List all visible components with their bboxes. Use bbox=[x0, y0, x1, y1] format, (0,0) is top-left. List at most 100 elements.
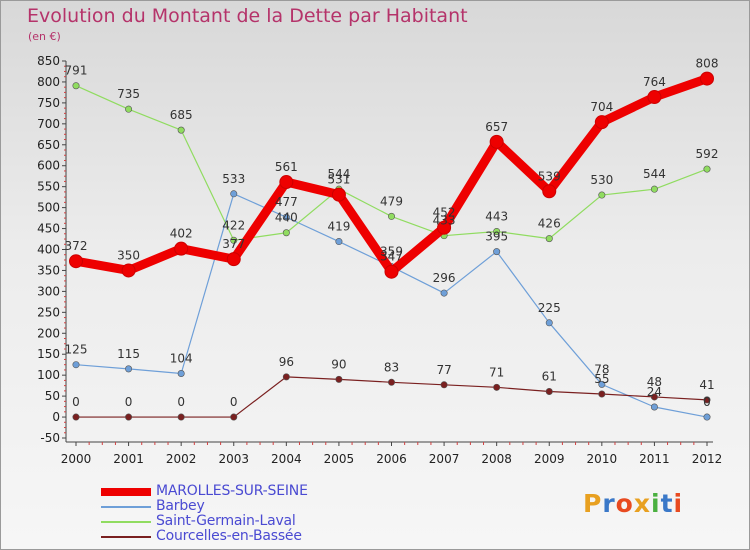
data-label: 544 bbox=[327, 167, 350, 181]
data-point bbox=[703, 165, 711, 173]
data-label: 0 bbox=[72, 395, 80, 409]
data-point bbox=[335, 375, 343, 383]
data-label: 61 bbox=[542, 370, 557, 384]
data-label: 561 bbox=[275, 160, 298, 174]
x-tick-label: 2001 bbox=[113, 452, 144, 466]
data-label: 104 bbox=[170, 351, 193, 365]
y-tick-label: 800 bbox=[37, 75, 60, 89]
data-point bbox=[72, 413, 80, 421]
data-label: 440 bbox=[275, 211, 298, 225]
data-label: 377 bbox=[222, 237, 245, 251]
data-label: 531 bbox=[327, 173, 350, 187]
logo-letter: x bbox=[633, 489, 651, 518]
data-point bbox=[598, 390, 606, 398]
logo-letter: o bbox=[615, 489, 634, 518]
data-label: 422 bbox=[222, 218, 245, 232]
data-label: 125 bbox=[65, 343, 88, 357]
data-label: 426 bbox=[538, 217, 561, 231]
data-point bbox=[650, 185, 658, 193]
x-tick-label: 2005 bbox=[324, 452, 355, 466]
data-point bbox=[282, 229, 290, 237]
data-point bbox=[598, 191, 606, 199]
x-tick-label: 2010 bbox=[587, 452, 618, 466]
data-point bbox=[331, 187, 346, 202]
data-point bbox=[226, 252, 241, 267]
data-point bbox=[594, 115, 609, 130]
data-point bbox=[703, 413, 711, 421]
data-point bbox=[177, 413, 185, 421]
y-tick-label: 400 bbox=[37, 243, 60, 257]
x-tick-label: 2011 bbox=[639, 452, 670, 466]
data-label: 225 bbox=[538, 301, 561, 315]
data-label: 78 bbox=[594, 362, 609, 376]
legend-swatch bbox=[101, 506, 151, 508]
data-point bbox=[542, 184, 557, 199]
data-point bbox=[121, 263, 136, 278]
x-tick-label: 2006 bbox=[376, 452, 407, 466]
data-point bbox=[387, 212, 395, 220]
data-point bbox=[650, 403, 658, 411]
data-point bbox=[489, 134, 504, 149]
data-label: 735 bbox=[117, 87, 140, 101]
data-label: 296 bbox=[433, 271, 456, 285]
legend-swatch bbox=[101, 521, 151, 523]
logo-letter: t bbox=[660, 489, 674, 518]
data-label: 530 bbox=[590, 173, 613, 187]
data-point bbox=[598, 380, 606, 388]
data-label: 419 bbox=[327, 220, 350, 234]
data-point bbox=[647, 90, 662, 105]
data-point bbox=[125, 413, 133, 421]
data-point bbox=[440, 381, 448, 389]
y-tick-label: 0 bbox=[52, 410, 60, 424]
y-tick-label: 650 bbox=[37, 138, 60, 152]
data-label: 477 bbox=[275, 195, 298, 209]
legend-swatch bbox=[101, 536, 151, 538]
data-point bbox=[230, 190, 238, 198]
data-point bbox=[545, 319, 553, 327]
data-label: 764 bbox=[643, 75, 666, 89]
data-label: 433 bbox=[433, 214, 456, 228]
logo-letter: i bbox=[673, 489, 684, 518]
data-point bbox=[72, 361, 80, 369]
x-tick-label: 2007 bbox=[429, 452, 460, 466]
data-point bbox=[279, 175, 294, 190]
data-label: 544 bbox=[643, 167, 666, 181]
chart-unit: (en €) bbox=[28, 30, 61, 43]
y-tick-label: 750 bbox=[37, 96, 60, 110]
data-point bbox=[650, 393, 658, 401]
data-label: 539 bbox=[538, 169, 561, 183]
data-label: 592 bbox=[696, 147, 719, 161]
data-point bbox=[384, 264, 399, 279]
y-tick-label: 850 bbox=[37, 54, 60, 68]
data-label: 443 bbox=[485, 209, 508, 223]
y-tick-label: 600 bbox=[37, 159, 60, 173]
data-label: 90 bbox=[331, 357, 346, 371]
data-label: 96 bbox=[279, 355, 294, 369]
data-label: 0 bbox=[230, 395, 238, 409]
data-point bbox=[282, 373, 290, 381]
x-tick-label: 2003 bbox=[218, 452, 249, 466]
data-point bbox=[282, 213, 290, 221]
data-label: 704 bbox=[590, 100, 613, 114]
x-tick-label: 2000 bbox=[61, 452, 92, 466]
data-point bbox=[493, 227, 501, 235]
legend-swatch bbox=[101, 488, 151, 496]
y-tick-label: 450 bbox=[37, 222, 60, 236]
y-tick-label: 50 bbox=[45, 389, 60, 403]
data-label: 0 bbox=[703, 395, 711, 409]
data-label: 350 bbox=[117, 248, 140, 262]
data-label: 115 bbox=[117, 347, 140, 361]
y-tick-label: 250 bbox=[37, 305, 60, 319]
data-label: 0 bbox=[177, 395, 185, 409]
proxiti-logo: Proxiti bbox=[583, 489, 683, 518]
data-label: 24 bbox=[647, 385, 662, 399]
data-point bbox=[700, 71, 714, 86]
data-point bbox=[545, 235, 553, 243]
data-label: 71 bbox=[489, 365, 504, 379]
x-tick-label: 2002 bbox=[166, 452, 197, 466]
legend-label: MAROLLES-SUR-SEINE bbox=[156, 483, 308, 499]
data-point bbox=[387, 378, 395, 386]
data-label: 77 bbox=[436, 363, 451, 377]
data-point bbox=[125, 365, 133, 373]
data-point bbox=[335, 238, 343, 246]
